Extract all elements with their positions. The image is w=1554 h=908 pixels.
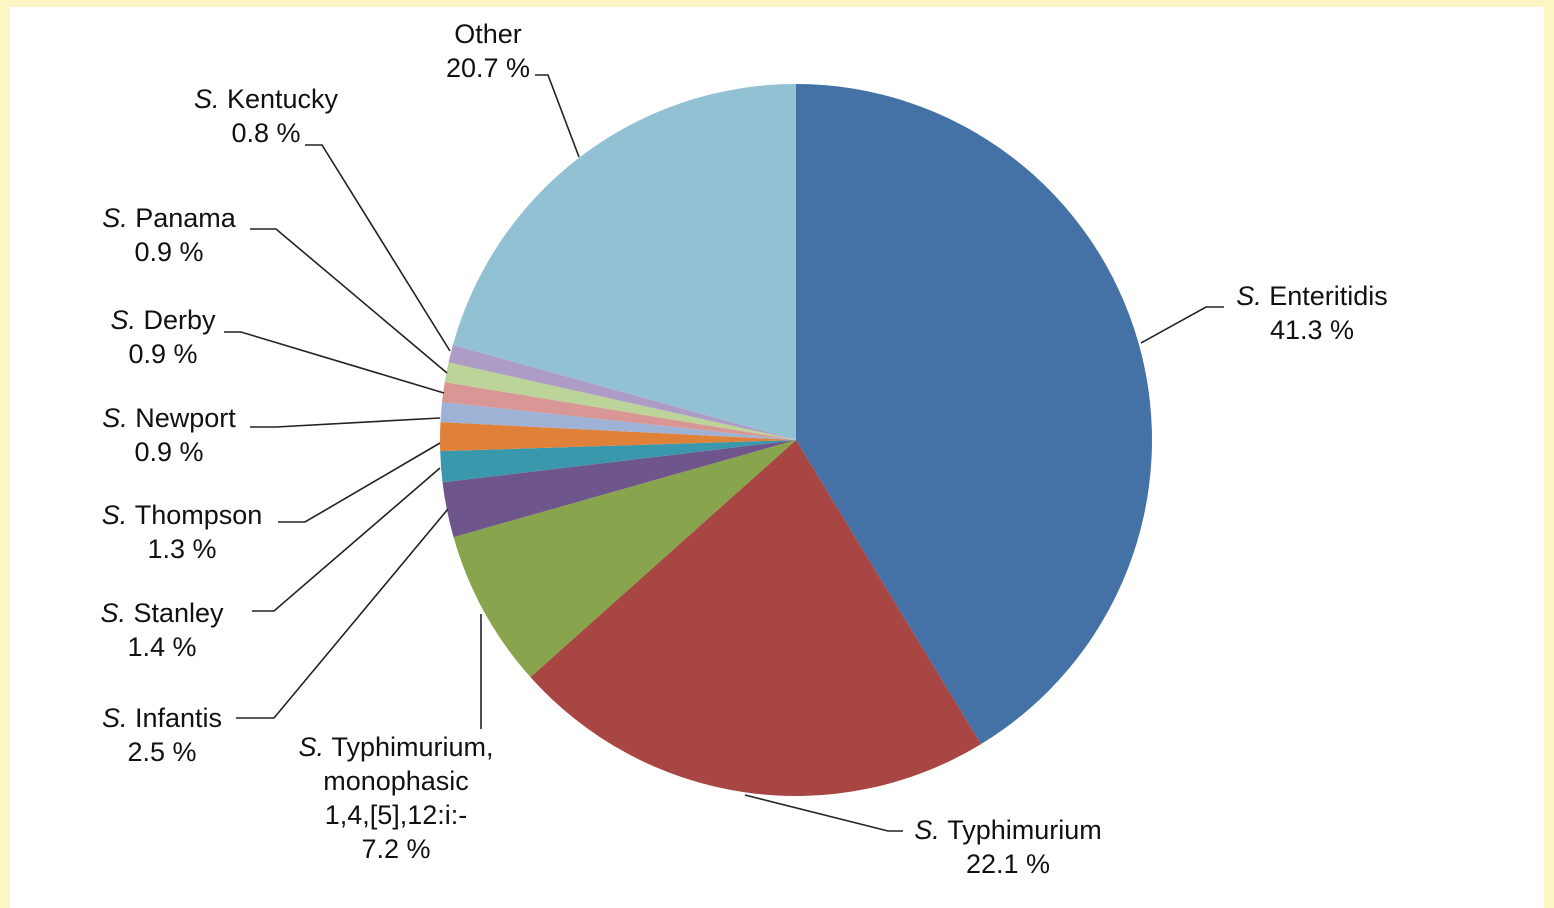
slice-value-label: 2.5 % — [127, 737, 196, 767]
slice-label: S. Typhimurium, monophasic 1,4,[5],12:i:- 7… — [298, 732, 493, 864]
slice-name: S. Thompson — [102, 500, 263, 530]
leader-line — [250, 417, 441, 428]
slice-value-label: 0.8 % — [231, 118, 300, 148]
slice-value-label: 1.3 % — [147, 534, 216, 564]
pie-slice — [530, 440, 982, 796]
slice-name: S. Enteritidis — [1236, 281, 1388, 311]
leader-line — [535, 74, 580, 158]
slice-value-label: 0.9 % — [134, 237, 203, 267]
genus-abbrev: S. — [100, 598, 133, 628]
slice-value-label: 1.4 % — [127, 632, 196, 662]
slice-name: Other — [454, 19, 522, 49]
pie-slices — [440, 84, 1152, 796]
leader-line — [744, 794, 903, 832]
slice-name: S. Derby — [110, 305, 216, 335]
slice-labels: S. Enteritidis 41.3 % S. Typhimurium 22.1 %… — [100, 19, 1387, 879]
slice-value-label: 20.7 % — [446, 53, 530, 83]
pie-slice — [453, 440, 796, 678]
slice-label: S. Kentucky 0.8 % — [194, 84, 339, 148]
slice-name: 1,4,[5],12:i:- — [325, 800, 468, 830]
chart-panel: S. Enteritidis 41.3 % S. Typhimurium 22.1 %… — [10, 7, 1544, 908]
slice-value-label: 0.9 % — [134, 437, 203, 467]
pie-slice — [440, 402, 796, 440]
slice-value-label: 41.3 % — [1270, 315, 1354, 345]
leader-line — [236, 508, 449, 719]
slice-name: S. Panama — [102, 203, 237, 233]
pie-slice — [442, 382, 796, 440]
pie-slice — [444, 362, 796, 440]
pie-slice — [452, 84, 796, 440]
pie-chart: S. Enteritidis 41.3 % S. Typhimurium 22.1 %… — [100, 19, 1387, 879]
leader-line — [252, 467, 441, 612]
slice-name: S. Infantis — [102, 703, 222, 733]
slice-value-label: 22.1 % — [966, 849, 1050, 879]
slice-name: S. Kentucky — [194, 84, 339, 114]
leader-line — [278, 442, 441, 523]
genus-abbrev: S. — [194, 84, 227, 114]
genus-abbrev: S. — [914, 815, 947, 845]
pie-slice — [440, 422, 796, 452]
slice-label: S. Panama 0.9 % — [102, 203, 237, 267]
slice-label: S. Thompson 1.3 % — [102, 500, 263, 564]
leader-line — [305, 144, 451, 352]
leader-lines — [224, 74, 1224, 832]
slice-name: S. Stanley — [100, 598, 224, 628]
pie-slice — [448, 344, 796, 440]
slice-label: Other 20.7 % — [446, 19, 530, 83]
slice-name: S. Typhimurium, — [298, 732, 493, 762]
genus-abbrev: S. — [102, 500, 135, 530]
slice-label: S. Typhimurium 22.1 % — [914, 815, 1102, 879]
slice-label: S. Enteritidis 41.3 % — [1236, 281, 1388, 345]
slice-name: monophasic — [323, 766, 469, 796]
slice-label: S. Newport 0.9 % — [102, 403, 236, 467]
slice-value-label: 0.9 % — [128, 339, 197, 369]
genus-abbrev: S. — [298, 732, 331, 762]
slice-label: S. Derby 0.9 % — [110, 305, 216, 369]
genus-abbrev: S. — [110, 305, 143, 335]
slice-value-label: 7.2 % — [361, 834, 430, 864]
genus-abbrev: S. — [102, 703, 135, 733]
slice-name: S. Typhimurium — [914, 815, 1102, 845]
leader-line — [250, 228, 448, 374]
pie-slice — [796, 84, 1152, 745]
pie-slice — [442, 440, 796, 538]
slice-name: S. Newport — [102, 403, 236, 433]
pie-slice — [440, 440, 796, 483]
slice-label: S. Infantis 2.5 % — [102, 703, 222, 767]
genus-abbrev: S. — [102, 203, 135, 233]
leader-line — [224, 331, 445, 394]
genus-abbrev: S. — [102, 403, 135, 433]
slice-label: S. Stanley 1.4 % — [100, 598, 224, 662]
leader-line — [1140, 306, 1224, 344]
genus-abbrev: S. — [1236, 281, 1269, 311]
